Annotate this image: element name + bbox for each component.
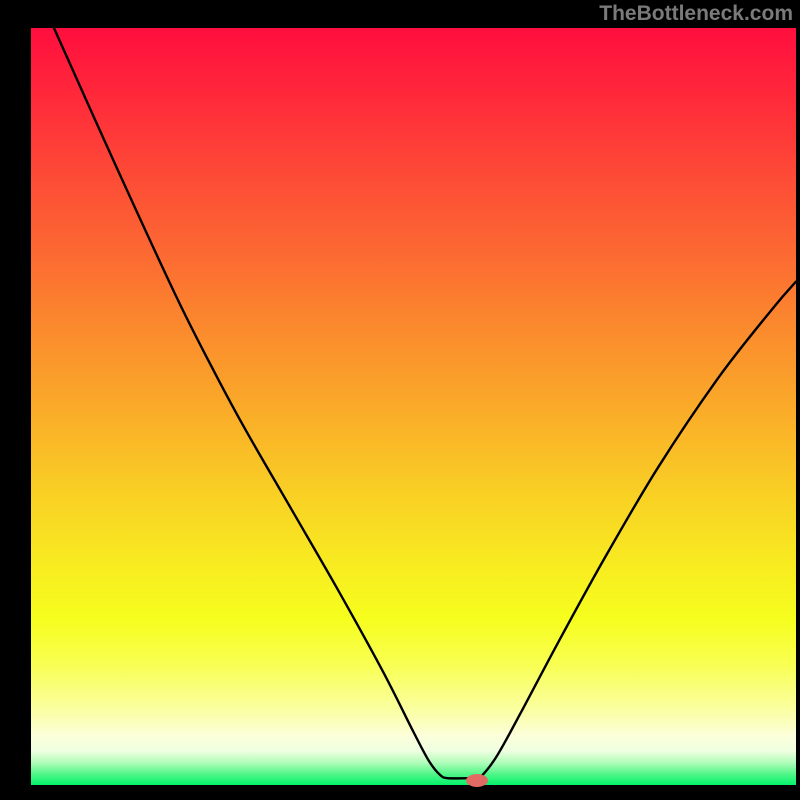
bottleneck-chart: TheBottleneck.com <box>0 0 800 800</box>
plot-area <box>31 28 796 785</box>
watermark-text: TheBottleneck.com <box>599 2 793 25</box>
recommendation-marker <box>466 774 488 787</box>
